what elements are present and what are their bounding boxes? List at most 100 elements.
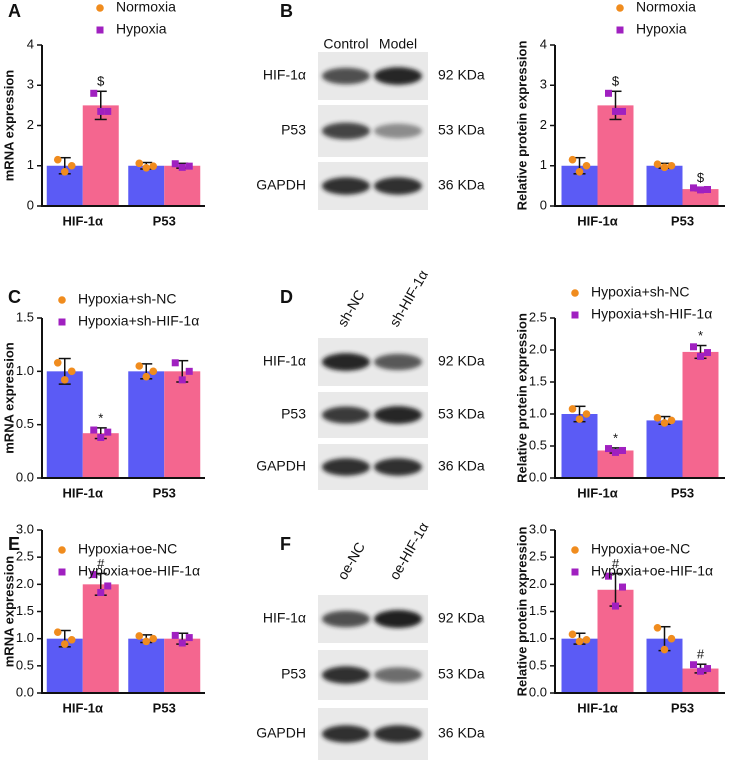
data-point — [178, 376, 186, 384]
data-point — [104, 428, 112, 436]
blot-column-label: Model — [379, 36, 417, 52]
data-point — [667, 161, 676, 170]
significance-mark: # — [612, 556, 620, 571]
y-tick-label: 1 — [540, 157, 547, 172]
data-point — [178, 639, 186, 647]
bar — [82, 105, 119, 206]
y-tick-label: 1 — [27, 157, 34, 172]
data-point — [60, 167, 69, 176]
blot-row-label: P53 — [281, 122, 306, 138]
y-tick-label: 3.0 — [529, 521, 547, 536]
y-axis-label: mRNA expression — [1, 70, 16, 182]
data-point — [612, 602, 619, 610]
data-point — [104, 582, 112, 590]
blot-band — [322, 725, 370, 743]
blot-band — [374, 67, 422, 85]
x-tick-label: P53 — [671, 700, 694, 715]
legend-marker — [571, 546, 579, 554]
data-point — [90, 89, 98, 97]
blot-band — [374, 725, 422, 743]
data-point — [667, 634, 676, 643]
blot-band — [374, 177, 422, 195]
y-tick-label: 1.5 — [16, 603, 34, 618]
data-point — [605, 445, 612, 453]
data-point — [185, 634, 193, 642]
data-point — [704, 349, 711, 357]
data-point — [67, 161, 76, 170]
y-axis-label: Relative protein expression — [514, 527, 529, 697]
data-point — [575, 415, 584, 423]
x-tick-label: HIF-1α — [63, 213, 104, 228]
legend-marker — [571, 311, 579, 319]
bar — [646, 165, 683, 206]
y-tick-label: 0 — [27, 197, 34, 212]
blot-band — [322, 406, 370, 424]
y-tick-label: 0 — [540, 197, 547, 212]
blot-size-label: 53 KDa — [438, 666, 485, 682]
significance-mark: * — [613, 430, 618, 445]
x-tick-label: P53 — [153, 700, 176, 715]
data-point — [697, 352, 704, 360]
y-tick-label: 1.0 — [16, 630, 34, 645]
legend-marker — [616, 26, 624, 34]
blot-column-label: oe-HIF-1α — [386, 520, 432, 583]
y-tick-label: 2 — [27, 117, 34, 132]
y-tick-label: 4 — [540, 36, 547, 51]
y-tick-label: 2.5 — [16, 549, 34, 564]
legend-label: Hypoxia+oe-HIF-1α — [591, 563, 713, 579]
legend-marker — [616, 4, 624, 12]
significance-mark: * — [98, 410, 103, 425]
significance-mark: # — [697, 647, 705, 662]
significance-mark: $ — [97, 74, 105, 89]
y-tick-label: 1.5 — [529, 603, 547, 618]
blot-size-label: 92 KDa — [438, 353, 485, 369]
blot-size-label: 92 KDa — [438, 67, 485, 83]
bar — [164, 638, 201, 693]
data-point — [690, 343, 697, 351]
y-tick-label: 0.5 — [16, 416, 34, 431]
data-point — [53, 628, 62, 636]
blot-band — [322, 177, 370, 195]
data-point — [60, 376, 69, 384]
legend-label: Hypoxia+sh-NC — [591, 284, 689, 300]
data-point — [582, 410, 591, 418]
data-point — [149, 367, 158, 376]
data-point — [690, 661, 697, 669]
y-tick-label: 1.0 — [529, 630, 547, 645]
y-tick-label: 0.0 — [529, 469, 547, 484]
blot-column-label: oe-NC — [334, 539, 368, 582]
blot-size-label: 92 KDa — [438, 610, 485, 626]
blot-row-label: GAPDH — [256, 458, 306, 474]
x-tick-label: HIF-1α — [577, 700, 618, 715]
data-point — [575, 637, 584, 646]
significance-mark: * — [698, 328, 703, 343]
data-point — [60, 640, 69, 648]
data-point — [582, 161, 591, 170]
blot-band — [322, 122, 370, 140]
y-tick-label: 4 — [27, 36, 34, 51]
blot-row-label: HIF-1α — [263, 353, 306, 369]
data-point — [660, 645, 669, 654]
data-point — [568, 405, 577, 413]
blot-band — [322, 458, 370, 476]
bar — [82, 584, 119, 693]
y-tick-label: 1.5 — [529, 373, 547, 388]
bar — [46, 371, 83, 478]
legend-label: Normoxia — [116, 0, 176, 15]
panel-label: E — [8, 534, 20, 554]
significance-mark: $ — [697, 170, 705, 185]
data-point — [149, 162, 158, 170]
blot-row-label: HIF-1α — [263, 610, 306, 626]
y-axis-label: mRNA expression — [1, 342, 16, 454]
panel-label: C — [8, 287, 21, 307]
data-point — [653, 624, 662, 632]
data-point — [697, 186, 704, 194]
legend-marker — [58, 546, 66, 554]
y-tick-label: 3.0 — [16, 521, 34, 536]
data-point — [178, 163, 186, 171]
legend-marker — [571, 289, 579, 297]
blot-row-label: GAPDH — [256, 177, 306, 193]
x-tick-label: HIF-1α — [577, 485, 618, 500]
y-tick-label: 3 — [27, 77, 34, 92]
